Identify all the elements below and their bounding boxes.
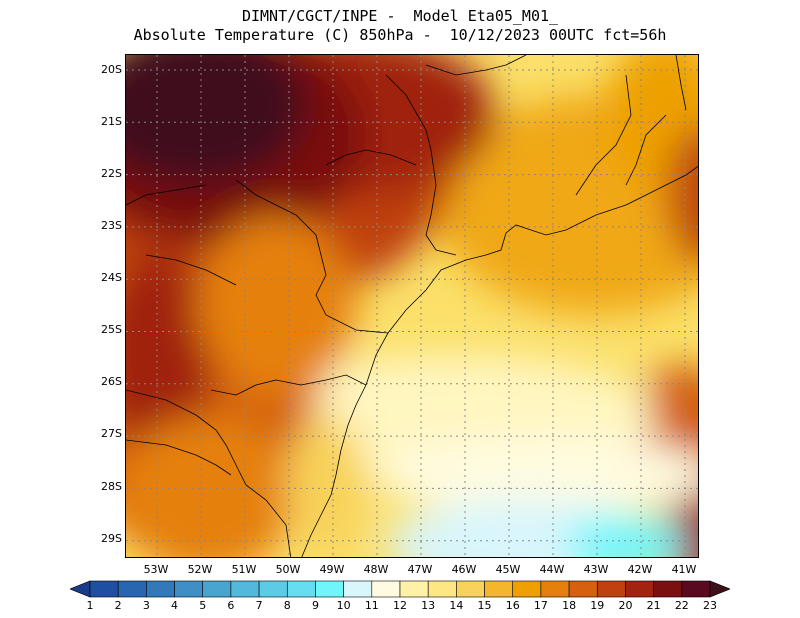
colorbar-swatch [399, 580, 429, 598]
colorbar-label: 9 [311, 599, 319, 612]
colorbar-label: 13 [421, 599, 436, 612]
colorbar-swatch [146, 580, 175, 598]
lon-label-45w: 45W [495, 563, 521, 576]
lat-label-21s: 21S [101, 115, 122, 128]
colorbar-swatch [315, 580, 344, 598]
lon-label-51w: 51W [231, 563, 257, 576]
lat-label-25s: 25S [101, 323, 122, 336]
colorbar-swatch [512, 580, 542, 598]
colorbar-swatch [596, 580, 626, 598]
lon-label-43w: 43W [583, 563, 609, 576]
lon-label-52w: 52W [187, 563, 213, 576]
lon-label-49w: 49W [319, 563, 345, 576]
temperature-map [125, 54, 699, 558]
lon-label-53w: 53W [143, 563, 169, 576]
lon-label-50w: 50W [275, 563, 301, 576]
colorbar-label: 21 [646, 599, 661, 612]
lat-label-27s: 27S [101, 427, 122, 440]
lat-label-20s: 20S [101, 63, 122, 76]
lat-label-24s: 24S [101, 271, 122, 284]
colorbar-label: 20 [618, 599, 633, 612]
colorbar-swatch [371, 580, 401, 598]
colorbar-label: 6 [227, 599, 235, 612]
colorbar-arrow-right [709, 580, 730, 598]
map-title-line2: Absolute Temperature (C) 850hPa - 10/12/… [133, 26, 667, 44]
colorbar-label: 1 [86, 599, 94, 612]
colorbar-label: 17 [533, 599, 548, 612]
colorbar-label: 8 [283, 599, 291, 612]
colorbar-swatch [286, 580, 316, 598]
colorbar-label: 18 [562, 599, 577, 612]
colorbar-swatch [681, 580, 711, 598]
lat-label-28s: 28S [101, 480, 122, 493]
colorbar-label: 15 [477, 599, 492, 612]
colorbar-swatch [230, 580, 260, 598]
lon-label-46w: 46W [451, 563, 477, 576]
lat-label-22s: 22S [101, 167, 122, 180]
colorbar-label: 2 [114, 599, 122, 612]
colorbar-label: 16 [505, 599, 520, 612]
colorbar-label: 11 [364, 599, 379, 612]
temperature-field [126, 55, 698, 557]
colorbar-swatch [89, 580, 119, 598]
lat-label-26s: 26S [101, 375, 122, 388]
colorbar-label: 22 [674, 599, 689, 612]
map-gridlines [126, 55, 698, 557]
colorbar-swatch [427, 580, 457, 598]
colorbar-swatch [653, 580, 683, 598]
colorbar-label: 3 [142, 599, 150, 612]
colorbar-swatch [117, 580, 147, 598]
colorbar-label: 23 [703, 599, 717, 612]
colorbar-label: 4 [171, 599, 179, 612]
colorbar-label: 5 [199, 599, 207, 612]
lon-label-48w: 48W [363, 563, 389, 576]
lat-label-23s: 23S [101, 219, 122, 232]
colorbar-swatch [343, 580, 373, 598]
lon-label-42w: 42W [627, 563, 653, 576]
colorbar-arrow-left [70, 580, 91, 598]
colorbar-swatch [625, 580, 654, 598]
colorbar-swatch [456, 580, 485, 598]
colorbar-label: 10 [336, 599, 351, 612]
colorbar-label: 14 [449, 599, 464, 612]
colorbar [70, 580, 730, 598]
coastline-and-borders [126, 55, 698, 557]
colorbar-swatch [202, 580, 232, 598]
colorbar-swatch [540, 580, 570, 598]
colorbar-label: 7 [255, 599, 263, 612]
map-title-line1: DIMNT/CGCT/INPE - Model Eta05_M01_ [241, 7, 559, 25]
lat-label-29s: 29S [101, 532, 122, 545]
colorbar-swatch [484, 580, 514, 598]
lon-label-47w: 47W [407, 563, 433, 576]
colorbar-swatch [568, 580, 598, 598]
colorbar-label: 12 [393, 599, 407, 612]
colorbar-swatch [174, 580, 204, 598]
lon-label-44w: 44W [539, 563, 565, 576]
colorbar-swatch [258, 580, 288, 598]
lon-label-41w: 41W [671, 563, 697, 576]
colorbar-label: 19 [590, 599, 605, 612]
